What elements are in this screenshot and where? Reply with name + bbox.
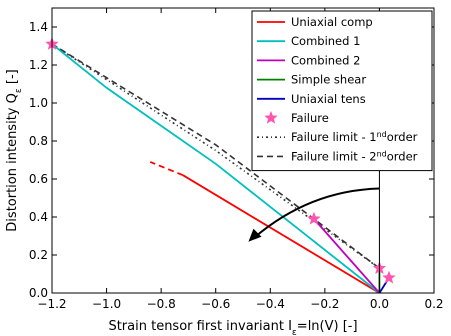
legend-box <box>251 10 433 172</box>
legend-label: Uniaxial tens <box>291 92 366 106</box>
y-tick-label: 0.8 <box>29 134 48 148</box>
x-tick-label: −0.6 <box>201 297 230 311</box>
failure-limit-line-1 <box>52 43 380 269</box>
y-axis-label: Distortion intensity Qε [-] <box>5 69 24 231</box>
series-line-3 <box>313 218 381 293</box>
failure-point <box>382 270 396 284</box>
axis-labels: Strain tensor first invariant Iε=ln(V) [… <box>5 69 358 336</box>
y-tick-label: 1.4 <box>29 20 48 34</box>
legend-label: Combined 1 <box>291 34 360 48</box>
legend-label: Simple shear <box>291 73 366 87</box>
y-tick-label: 0.2 <box>29 248 48 262</box>
x-tick-label: −1.2 <box>37 297 66 311</box>
legend-label: Failure limit - 1ndorder <box>291 130 418 145</box>
failure-point <box>307 211 321 225</box>
y-tick-label: 0.4 <box>29 210 48 224</box>
legend: Uniaxial comp Combined 1 Combined 2 Simple … <box>251 10 433 172</box>
theta-arc <box>253 187 380 239</box>
y-tick-label: 0.0 <box>29 286 48 300</box>
theta-arrowhead <box>248 228 262 242</box>
plot-frame <box>51 7 435 294</box>
x-tick-label: −0.4 <box>256 297 285 311</box>
legend-label: Failure limit - 2ndorder <box>291 149 418 164</box>
x-tick-label: −0.2 <box>310 297 339 311</box>
y-tick-label: 1.0 <box>29 96 48 110</box>
legend-label: Failure <box>291 111 329 125</box>
series-line-1 <box>149 161 184 177</box>
legend-swatch-star <box>264 110 278 124</box>
x-axis-label: Strain tensor first invariant Iε=ln(V) [… <box>108 319 357 336</box>
x-tick-label: 0.0 <box>370 297 389 311</box>
axes-layer: −1.2 −1.0 −0.8 −0.6 −0.4 −0.2 0.0 0.2 0.0 0.2 0.4 0… <box>29 7 444 311</box>
legend-label: Combined 2 <box>291 53 360 67</box>
series-line-2 <box>52 43 380 293</box>
y-tick-label: 0.6 <box>29 172 48 186</box>
x-tick-label: −0.8 <box>147 297 176 311</box>
legend-label: Uniaxial comp <box>291 15 373 29</box>
y-tick-label: 1.2 <box>29 58 48 72</box>
x-tick-label: −1.0 <box>92 297 121 311</box>
x-tick-label: 0.2 <box>424 297 443 311</box>
failure-limit-line-2 <box>52 43 380 269</box>
series-line-0 <box>182 174 380 293</box>
